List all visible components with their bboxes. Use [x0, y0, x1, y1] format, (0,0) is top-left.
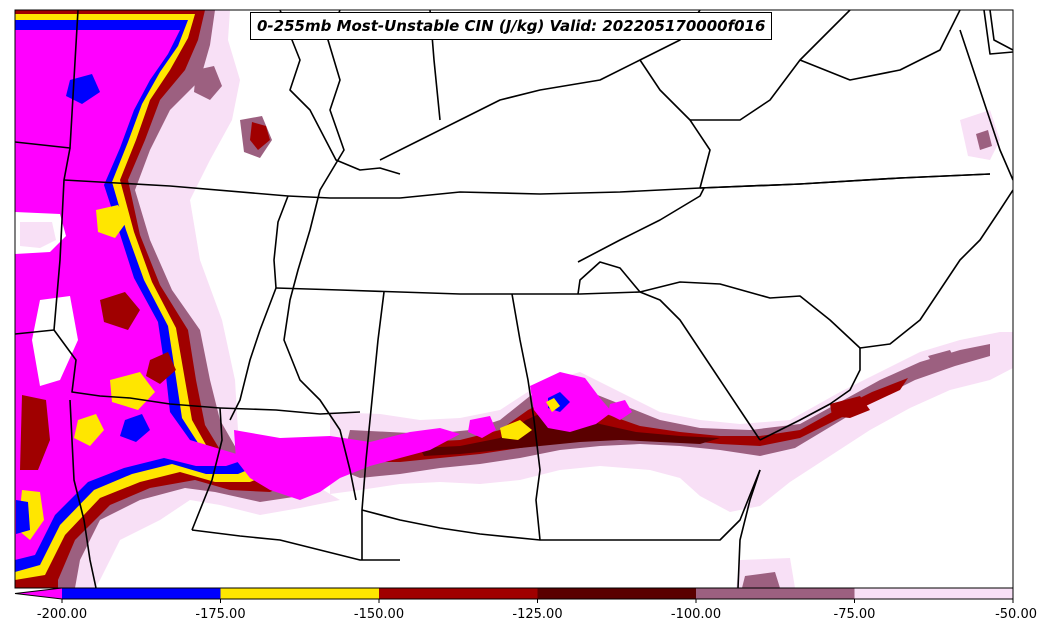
cin-atlantic-fringe	[960, 110, 1000, 160]
colorbar	[14, 587, 1014, 603]
boundary-west-virginia	[690, 10, 851, 121]
boundary-texas-louisiana	[191, 407, 223, 531]
boundary-florida-east	[737, 469, 761, 588]
boundary-nc-sc	[639, 281, 861, 349]
boundary-virginia-north	[799, 10, 961, 81]
boundary-delmarva	[989, 10, 1013, 51]
colorbar-outline	[14, 587, 1014, 600]
colorbar-bin-6	[854, 588, 1013, 599]
boundary-tennessee-south	[275, 287, 641, 295]
boundary-kentucky-east	[639, 59, 711, 189]
boundary-georgia-sc	[639, 291, 761, 441]
boundary-florida-north	[361, 469, 761, 541]
boundary-chesapeake	[959, 29, 1013, 181]
boundary-gulf-coast-west	[69, 399, 97, 588]
boundary-ohio-river	[379, 10, 701, 161]
colorbar-bin-3	[379, 588, 538, 599]
boundary-oklahoma-kansas	[63, 179, 289, 197]
colorbar-extend-arrow	[15, 588, 62, 599]
colorbar-bin-2	[220, 588, 379, 599]
cin-gulf-band	[234, 332, 1013, 588]
cin-western-region	[15, 10, 340, 588]
colorbar-bin-1	[62, 588, 221, 599]
boundary-arkansas-oklahoma	[229, 195, 289, 421]
boundary-mississippi-alabama	[361, 291, 385, 560]
boundary-ne-box	[983, 10, 1013, 55]
colorbar-bin-5	[696, 588, 855, 599]
boundary-ga-coast	[759, 348, 861, 441]
boundary-mississippi-river	[283, 10, 357, 501]
colorbar-tick-label: -75.00	[833, 607, 876, 622]
boundary-texas-oklahoma-west	[15, 147, 71, 335]
boundary-atlantic-coast	[859, 189, 1013, 349]
boundary-tennessee-nc	[577, 261, 641, 295]
boundary-nc-va	[699, 173, 991, 189]
boundary-louisiana-coast	[191, 529, 400, 561]
colorbar-tick-label: -50.00	[995, 607, 1037, 622]
colorbar-tick-label: -150.00	[353, 607, 405, 622]
state-boundaries	[15, 10, 1013, 588]
colorbar-tick-label: -100.00	[670, 607, 722, 622]
cin-field	[15, 10, 1013, 588]
map-title: 0-255mb Most-Unstable CIN (J/kg) Valid: …	[250, 12, 773, 40]
boundary-red-river	[53, 329, 221, 409]
boundary-tennessee-east	[577, 187, 705, 263]
boundary-alabama-georgia	[511, 293, 541, 541]
boundary-arkansas-louisiana	[219, 407, 361, 415]
colorbar-tick-label: -175.00	[195, 607, 246, 622]
boundary-illinois-river	[279, 10, 401, 175]
colorbar-tick-label: -125.00	[512, 607, 563, 622]
boundary-missouri-south	[287, 195, 400, 199]
colorbar-tick-label: -200.00	[36, 607, 88, 622]
colorbar-bin-4	[537, 588, 696, 599]
